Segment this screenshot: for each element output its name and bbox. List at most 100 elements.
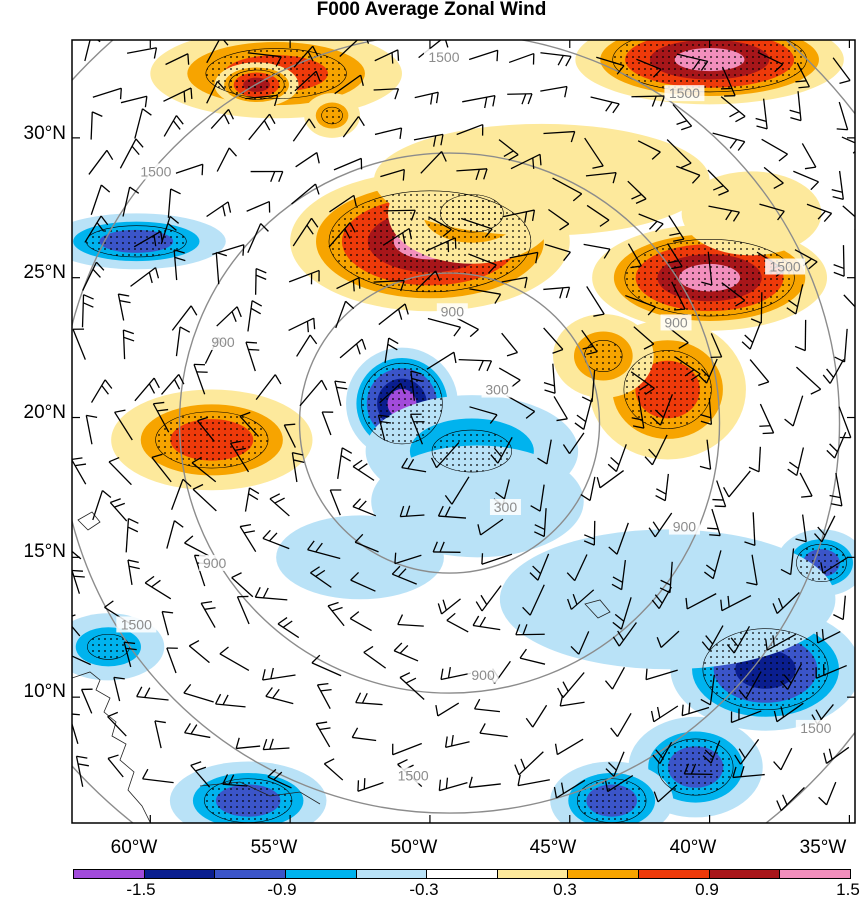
wind-barb-flag — [236, 306, 242, 318]
wind-barb — [85, 415, 93, 445]
wind-barb-flag — [755, 117, 767, 122]
wind-barb-flag — [700, 60, 709, 71]
wind-barb-flag — [222, 205, 226, 217]
wind-barb — [611, 667, 626, 690]
wind-barb — [236, 745, 261, 750]
wind-barb-flag — [234, 447, 246, 452]
wind-barb-flag — [707, 527, 719, 530]
wind-barb-flag — [173, 249, 185, 254]
wind-barb-flag — [162, 610, 174, 614]
wind-barb-flag — [100, 184, 111, 193]
wind-barb-flag — [284, 423, 296, 426]
wind-barb — [616, 712, 632, 737]
wind-barb — [342, 116, 360, 138]
wind-barb — [544, 243, 571, 253]
wind-barb — [796, 447, 805, 476]
wind-barb-flag — [174, 520, 184, 528]
wind-barb-flag — [265, 687, 273, 697]
wind-barb — [759, 203, 785, 212]
wind-barb-flag — [650, 710, 655, 722]
wind-barb-flag — [378, 414, 390, 418]
wind-barb-flag — [586, 351, 598, 356]
wind-barb — [591, 370, 596, 402]
wind-barb — [267, 776, 292, 789]
wind-barb-flag — [473, 698, 481, 710]
wind-barb — [292, 118, 310, 142]
wind-barb-flag — [773, 710, 778, 722]
wind-barb-flag — [709, 534, 721, 537]
wind-barb — [728, 470, 751, 498]
ring-label-bg — [481, 381, 513, 398]
wind-barb — [255, 374, 276, 400]
wind-barb-flag — [596, 476, 601, 488]
wind-barb-flag — [292, 451, 304, 456]
wind-contour — [276, 515, 444, 600]
wind-barb-flag — [216, 80, 226, 91]
wind-barb — [732, 773, 765, 779]
wind-barb-flag — [391, 52, 394, 64]
wind-barb-flag — [314, 183, 320, 195]
wind-barb — [568, 432, 585, 454]
wind-barb — [134, 108, 144, 139]
wind-barb-flag — [701, 368, 710, 378]
wind-barb-flag — [593, 313, 605, 317]
wind-barb-flag — [72, 713, 80, 716]
wind-barb-flag — [495, 491, 505, 500]
wind-barb-flag — [826, 449, 836, 459]
wind-barb-flag — [248, 348, 260, 351]
wind-barb — [175, 163, 203, 174]
wind-barb — [188, 645, 210, 664]
wind-barb-flag — [705, 564, 716, 573]
wind-barb-flag — [532, 157, 535, 169]
wind-barb-flag — [604, 780, 609, 792]
wind-barb — [307, 549, 341, 560]
wind-barb — [247, 52, 282, 58]
wind-barb — [710, 333, 723, 358]
wind-barb-flag — [173, 379, 181, 390]
wind-barb — [294, 70, 317, 92]
wind-barb-flag — [744, 541, 756, 546]
wind-barb — [288, 317, 315, 332]
wind-barb — [392, 573, 417, 585]
wind-barb — [354, 541, 379, 553]
wind-barb-flag — [72, 614, 76, 617]
wind-barb — [120, 95, 148, 104]
wind-barb-flag — [315, 542, 323, 553]
wind-barb-flag — [260, 223, 269, 232]
wind-barb-flag — [310, 217, 319, 228]
wind-barb — [394, 554, 422, 565]
wind-barb — [625, 294, 656, 308]
wind-barb — [426, 351, 455, 370]
wind-barb-flag — [123, 329, 135, 335]
wind-barb-flag — [605, 101, 613, 112]
wind-barb — [327, 605, 345, 627]
wind-barb — [427, 317, 461, 328]
wind-barb-flag — [83, 302, 94, 308]
wind-barb-flag — [778, 153, 788, 162]
wind-barb-flag — [245, 341, 257, 344]
wind-barb-flag — [693, 59, 701, 69]
wind-barb — [543, 286, 570, 291]
wind-barb-flag — [269, 532, 278, 542]
wind-barb-flag — [552, 348, 564, 354]
wind-barb — [161, 373, 180, 395]
wind-barb-flag — [269, 738, 274, 750]
wind-barb-flag — [789, 109, 801, 114]
ring-label-bg — [199, 554, 231, 571]
wind-barb-flag — [654, 409, 664, 418]
wind-barb-flag — [402, 232, 406, 244]
wind-barb — [438, 515, 467, 519]
wind-barb-flag — [148, 383, 156, 394]
wind-barb-flag — [678, 342, 689, 349]
wind-barb-flag — [113, 676, 125, 680]
wind-barb-flag — [612, 103, 620, 114]
wind-barb-flag — [830, 503, 843, 507]
wind-barb-flag — [442, 599, 447, 611]
wind-barb — [498, 367, 521, 381]
wind-barb — [834, 431, 847, 459]
wind-barb — [780, 747, 793, 771]
wind-barb-flag — [475, 169, 481, 181]
wind-barb — [787, 663, 803, 690]
wind-barb — [553, 396, 568, 420]
wind-barb-flag — [243, 530, 255, 534]
